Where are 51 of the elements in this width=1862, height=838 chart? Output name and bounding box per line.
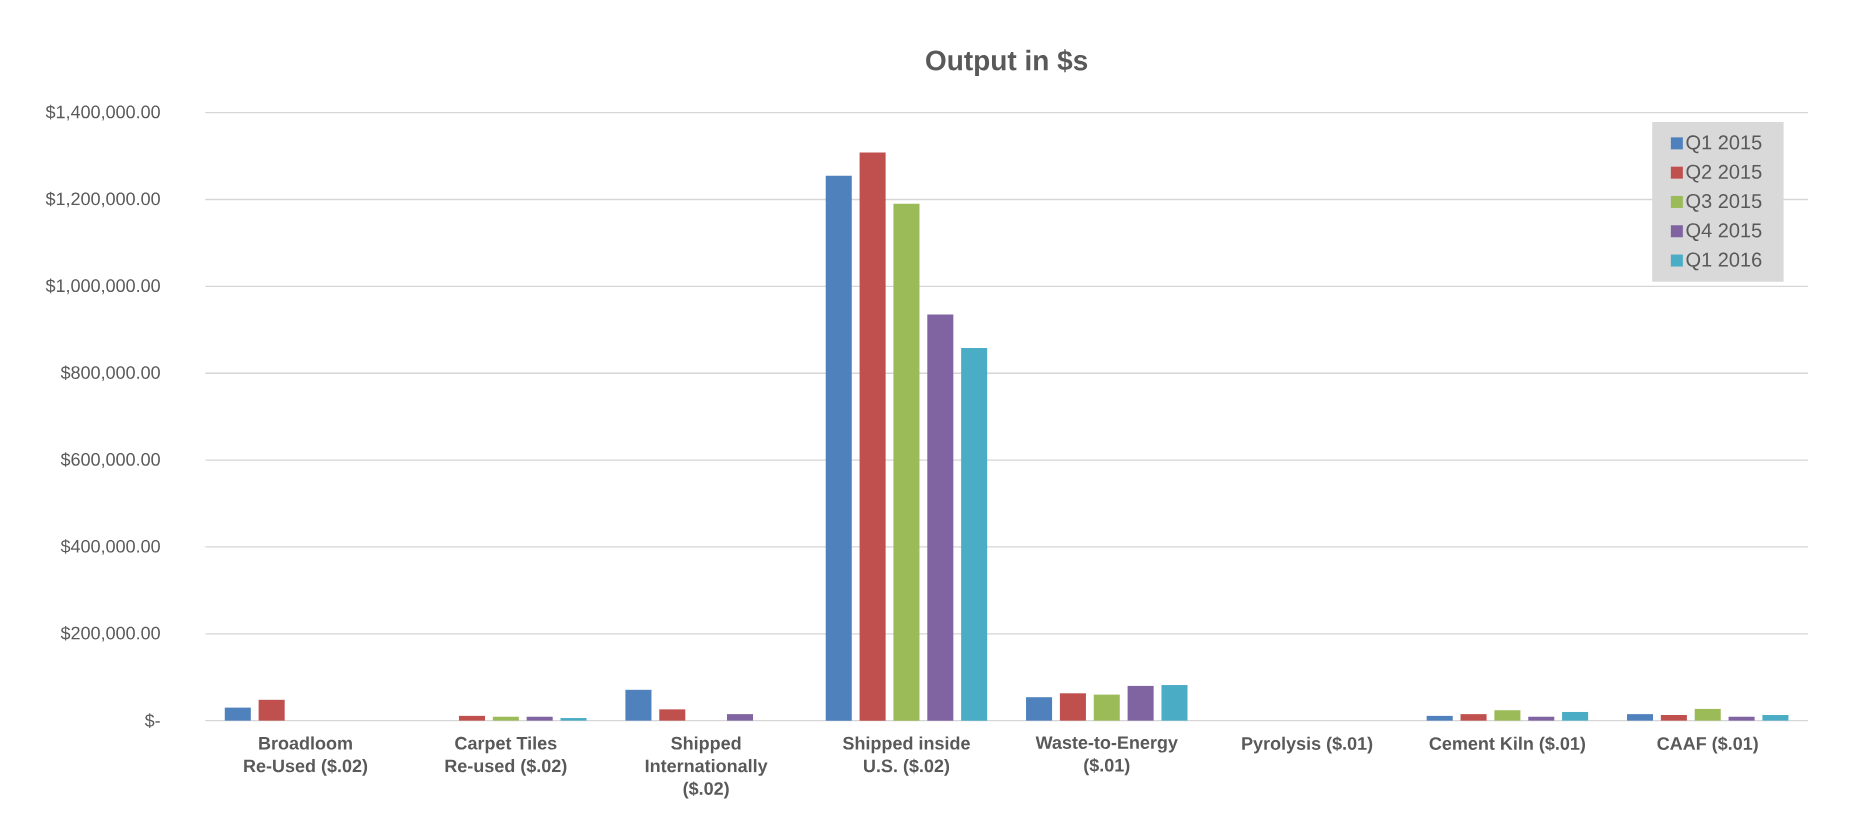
legend-label: Q2 2015: [1686, 164, 1762, 183]
y-tick-label: $1,400,000.00: [45, 104, 160, 121]
bar: [1059, 693, 1086, 721]
bar: [560, 718, 587, 721]
bar: [224, 707, 251, 721]
bar: [258, 699, 285, 721]
bar: [492, 716, 519, 721]
bar: [1460, 714, 1487, 721]
x-tick-label: CAAF ($.01): [1657, 736, 1758, 754]
x-tick-label: Broadloom Re-Used ($.02): [244, 736, 368, 776]
y-tick-label: $1,000,000.00: [45, 278, 160, 295]
bar: [1093, 694, 1120, 721]
legend-label: Q1 2016: [1686, 252, 1762, 271]
bar: [1562, 711, 1589, 721]
chart-title: Output in $s: [926, 49, 1088, 76]
y-tick-label: $600,000.00: [60, 452, 160, 468]
bar: [526, 716, 553, 721]
bar: [1762, 715, 1789, 721]
bar: [927, 314, 954, 721]
y-tick-label: $200,000.00: [60, 625, 160, 642]
y-tick-label: $400,000.00: [60, 539, 160, 555]
y-tick-label: $-: [144, 713, 160, 728]
legend-label: Q1 2015: [1686, 135, 1762, 154]
bar: [859, 152, 886, 721]
legend-label: Q4 2015: [1686, 223, 1762, 242]
bar: [1694, 708, 1721, 721]
x-tick-label: Cement Kiln ($.01): [1429, 736, 1586, 754]
bar: [1026, 697, 1053, 721]
bar: [659, 709, 686, 721]
bar: [1426, 715, 1453, 721]
bar: [1728, 716, 1755, 721]
bar: [1161, 685, 1188, 721]
bar: [1127, 685, 1154, 721]
bar: [625, 689, 652, 721]
x-tick-label: Pyrolysis ($.01): [1242, 736, 1373, 754]
x-tick-label: Carpet Tiles Re-used ($.02): [445, 736, 567, 776]
y-tick-label: $1,200,000.00: [45, 191, 160, 208]
bar: [893, 203, 920, 721]
bar: [1494, 710, 1521, 721]
bar: [458, 715, 485, 721]
x-tick-label: Shipped inside U.S. ($.02): [842, 736, 970, 776]
legend-label: Q3 2015: [1686, 193, 1762, 212]
x-tick-label: Shipped Internationally ($.02): [645, 736, 768, 799]
bar: [961, 348, 988, 721]
bar: [1627, 714, 1654, 721]
x-tick-label: Waste-to-Energy ($.01): [1035, 736, 1178, 776]
bar: [1528, 716, 1555, 721]
bar: [825, 175, 852, 721]
bar: [726, 714, 754, 721]
bar: [1660, 715, 1687, 721]
y-tick-label: $800,000.00: [60, 365, 160, 382]
